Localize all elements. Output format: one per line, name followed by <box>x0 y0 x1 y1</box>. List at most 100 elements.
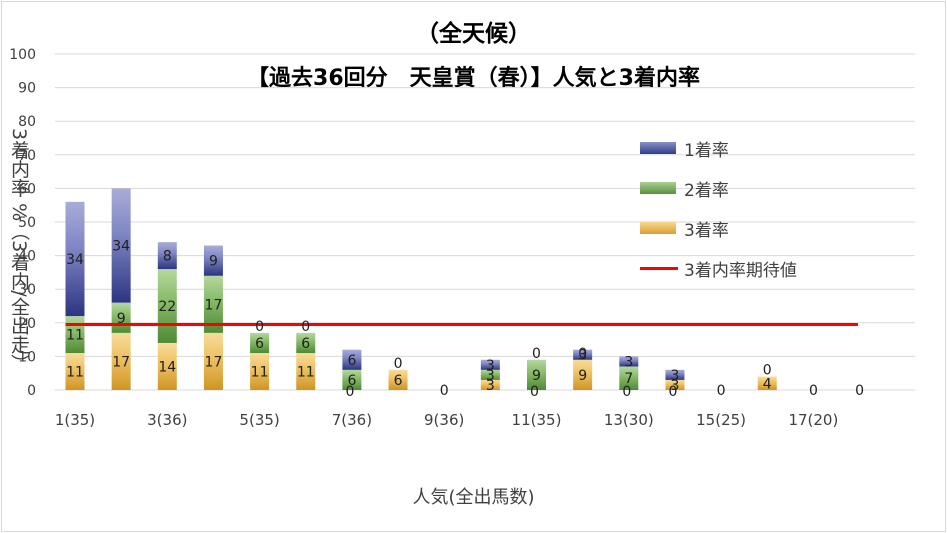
data-label-3着率-5: 11 <box>251 365 269 381</box>
data-label-1着率-14: 3 <box>670 368 679 384</box>
x-tick-label: 1(35) <box>55 411 95 429</box>
data-label-3着率-2: 17 <box>112 354 130 370</box>
x-tick-label: 9(36) <box>424 411 464 429</box>
x-axis-label: 人気(全出馬数) <box>412 487 535 508</box>
x-tick-label: 11(35) <box>512 411 562 429</box>
data-label-3着率-16: 4 <box>763 376 772 392</box>
y-tick-label: 60 <box>18 181 36 197</box>
data-label-2着率-5: 6 <box>255 336 264 352</box>
data-label-1着率-3: 8 <box>163 249 172 265</box>
data-label-2着率-6: 6 <box>301 336 310 352</box>
data-label-3着率-9: 0 <box>440 383 449 399</box>
data-label-1着率-12: 3 <box>578 348 587 364</box>
data-label-2着率-2: 9 <box>117 311 126 327</box>
data-label-1着率-6: 0 <box>301 319 310 335</box>
x-tick-label: 15(25) <box>696 411 746 429</box>
bar-1着率-1 <box>65 201 85 317</box>
bar-3着率-8 <box>388 369 408 390</box>
bar-1着率-4 <box>203 245 223 276</box>
bar-3着率-10 <box>480 379 500 390</box>
bar-1着率-13 <box>619 356 639 367</box>
data-label-2着率-1: 11 <box>66 328 84 344</box>
legend-item-1st: 1着率 <box>640 128 797 168</box>
data-label-1着率-8: 0 <box>394 356 403 372</box>
legend-label-expected: 3着内率期待値 <box>684 260 797 281</box>
data-label-2着率-13: 7 <box>624 371 633 387</box>
bar-1着率-2 <box>111 188 131 303</box>
data-label-3着率-10: 3 <box>486 378 495 394</box>
data-label-3着率-12: 9 <box>578 368 587 384</box>
data-label-3着率-6: 11 <box>297 365 315 381</box>
data-label-1着率-16: 0 <box>763 363 772 379</box>
y-tick-label: 50 <box>18 215 36 231</box>
chart-subtitle: 【過去36回分 天皇賞（春）】人気と3着内率 <box>247 66 700 91</box>
bar-3着率-3 <box>157 342 177 390</box>
bar-3着率-2 <box>111 332 131 390</box>
bar-2着率-13 <box>619 366 639 390</box>
data-label-1着率-10: 3 <box>486 358 495 374</box>
legend-item-3rd: 3着率 <box>640 208 797 248</box>
data-label-3着率-18: 0 <box>855 383 864 399</box>
bar-3着率-1 <box>65 353 85 390</box>
y-tick-label: 30 <box>18 282 36 298</box>
data-label-3着率-15: 0 <box>717 383 726 399</box>
bar-1着率-10 <box>480 359 500 370</box>
legend: 1着率 2着率 3着率 3着内率期待値 <box>640 128 797 288</box>
bar-3着率-4 <box>203 332 223 390</box>
x-tick-label: 13(30) <box>604 411 654 429</box>
bar-1着率-7 <box>342 349 362 370</box>
y-tick-label: 70 <box>18 148 36 164</box>
data-label-2着率-3: 22 <box>158 299 176 315</box>
legend-label-1st: 1着率 <box>684 140 729 161</box>
legend-item-2nd: 2着率 <box>640 168 797 208</box>
data-label-3着率-17: 0 <box>809 383 818 399</box>
data-label-2着率-10: 3 <box>486 368 495 384</box>
data-label-2着率-12: 0 <box>578 346 587 362</box>
data-label-3着率-8: 6 <box>394 373 403 389</box>
legend-label-2nd: 2着率 <box>684 180 729 201</box>
chart-title: （全天候） <box>416 21 531 47</box>
data-label-1着率-2: 34 <box>112 239 130 255</box>
data-label-3着率-3: 14 <box>158 359 176 375</box>
data-label-2着率-7: 6 <box>347 373 356 389</box>
data-label-3着率-1: 11 <box>66 365 84 381</box>
data-label-2着率-4: 17 <box>205 297 223 313</box>
bar-3着率-16 <box>757 376 777 390</box>
x-tick-label: 5(35) <box>239 411 279 429</box>
data-label-1着率-5: 0 <box>255 319 264 335</box>
legend-swatch-expected <box>640 266 678 270</box>
legend-item-expected: 3着内率期待値 <box>640 248 797 288</box>
bar-2着率-7 <box>342 369 362 390</box>
y-tick-label: 40 <box>18 249 36 265</box>
bar-3着率-6 <box>296 353 316 390</box>
y-tick-label: 20 <box>18 316 36 332</box>
bar-2着率-5 <box>250 332 270 354</box>
bar-3着率-14 <box>665 379 685 390</box>
bar-2着率-4 <box>203 275 223 333</box>
y-axis-label: 3着内率 %（3着内/全出走） <box>8 128 30 373</box>
data-label-3着率-14: 3 <box>670 378 679 394</box>
legend-swatch-1st <box>640 142 676 154</box>
bar-3着率-5 <box>250 353 270 390</box>
data-label-1着率-11: 0 <box>532 346 541 362</box>
legend-label-3rd: 3着率 <box>684 220 729 241</box>
data-label-1着率-1: 34 <box>66 252 84 268</box>
data-label-1着率-13: 3 <box>624 354 633 370</box>
data-label-bottom-7: 0 <box>345 384 354 400</box>
data-label-bottom-14: 0 <box>668 384 677 400</box>
x-tick-label: 7(36) <box>332 411 372 429</box>
data-label-bottom-13: 0 <box>622 384 631 400</box>
y-tick-label: 100 <box>9 47 36 63</box>
bar-2着率-6 <box>296 332 316 354</box>
legend-swatch-3rd <box>640 222 676 234</box>
bar-1着率-14 <box>665 369 685 380</box>
data-label-bottom-11: 0 <box>530 384 539 400</box>
data-label-1着率-4: 9 <box>209 254 218 270</box>
y-tick-label: 0 <box>27 383 36 399</box>
y-tick-label: 90 <box>18 81 36 97</box>
data-label-3着率-4: 17 <box>205 354 223 370</box>
data-label-1着率-7: 6 <box>347 353 356 369</box>
y-tick-label: 10 <box>18 349 36 365</box>
bar-1着率-12 <box>573 349 593 360</box>
